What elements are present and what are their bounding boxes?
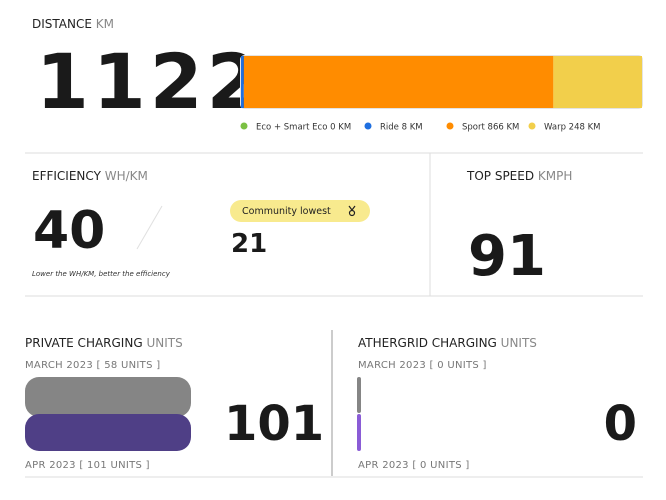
suffix: UNITS ] [121, 360, 160, 371]
bar-frame [240, 55, 643, 109]
segment [553, 56, 642, 108]
athergrid-value: 0 [604, 396, 637, 452]
unit: KM [96, 17, 114, 31]
legend-name: Warp [544, 123, 566, 133]
athergrid-previous: MARCH 2023 [ 0 UNITS ] [358, 360, 487, 371]
community-value: 21 [231, 229, 267, 259]
community-label: Community lowest [242, 206, 331, 217]
unit: KMPH [538, 169, 572, 183]
legend-entry: Sport 866 KM [462, 123, 519, 133]
label: ATHERGRID CHARGING [358, 336, 497, 350]
legend-dot [528, 122, 536, 130]
legend-entry: Ride 8 KM [380, 123, 423, 133]
private-heading: PRIVATE CHARGING UNITS [25, 336, 183, 350]
private-current: APR 2023 [ 101 UNITS ] [25, 460, 150, 471]
previous-bar [357, 377, 361, 413]
legend-dot [240, 122, 248, 130]
value: 0 [420, 460, 427, 471]
legend-value: 0 [330, 123, 335, 133]
legend-name: Eco + Smart Eco [256, 123, 327, 133]
legend-unit: KM [506, 123, 519, 133]
community-pill [230, 200, 370, 222]
unit: UNITS [501, 336, 537, 350]
private-value: 101 [224, 396, 324, 452]
medal-icon [348, 205, 356, 217]
value: 101 [87, 460, 107, 471]
prefix: MARCH 2023 [ [358, 360, 434, 371]
prefix: APR 2023 [ [25, 460, 84, 471]
legend-name: Ride [380, 123, 399, 133]
speed-value: 91 [468, 224, 546, 289]
unit: WH/KM [105, 169, 148, 183]
legend-value: 248 [569, 123, 585, 133]
athergrid-heading: ATHERGRID CHARGING UNITS [358, 336, 537, 350]
distance-heading: DISTANCE KM [32, 17, 114, 31]
efficiency-heading: EFFICIENCY WH/KM [32, 169, 148, 183]
prefix: MARCH 2023 [ [25, 360, 101, 371]
distance-bar [241, 56, 642, 108]
private-previous: MARCH 2023 [ 58 UNITS ] [25, 360, 160, 371]
efficiency-note: Lower the WH/KM, better the efficiency [32, 270, 171, 278]
unit: UNITS [146, 336, 182, 350]
current-bar [357, 414, 361, 451]
legend-value: 8 [402, 123, 407, 133]
label: TOP SPEED [466, 169, 534, 183]
athergrid-current: APR 2023 [ 0 UNITS ] [358, 460, 470, 471]
label: PRIVATE CHARGING [25, 336, 143, 350]
separator [136, 205, 163, 250]
legend-unit: KM [588, 123, 601, 133]
legend-dot [364, 122, 372, 130]
legend-unit: KM [338, 123, 351, 133]
segment [243, 56, 554, 108]
speed-heading: TOP SPEED KMPH [466, 169, 572, 183]
legend: Eco + Smart Eco 0 KM Ride 8 KM Sport 866 K… [240, 122, 601, 133]
value: 58 [104, 360, 117, 371]
label: EFFICIENCY [32, 169, 102, 183]
previous-bar [25, 377, 191, 417]
prefix: APR 2023 [ [358, 460, 417, 471]
legend-value: 866 [488, 123, 504, 133]
current-bar [25, 414, 191, 451]
suffix: UNITS ] [430, 460, 469, 471]
label: DISTANCE [32, 17, 92, 31]
segment [241, 56, 244, 108]
suffix: UNITS ] [111, 460, 150, 471]
suffix: UNITS ] [447, 360, 486, 371]
efficiency-value: 40 [33, 201, 105, 261]
distance-value: 1122 [36, 37, 264, 126]
legend-entry: Warp 248 KM [544, 123, 601, 133]
legend-entry: Eco + Smart Eco 0 KM [256, 123, 351, 133]
legend-dot [446, 122, 454, 130]
legend-name: Sport [462, 123, 485, 133]
legend-unit: KM [410, 123, 423, 133]
value: 0 [437, 360, 444, 371]
